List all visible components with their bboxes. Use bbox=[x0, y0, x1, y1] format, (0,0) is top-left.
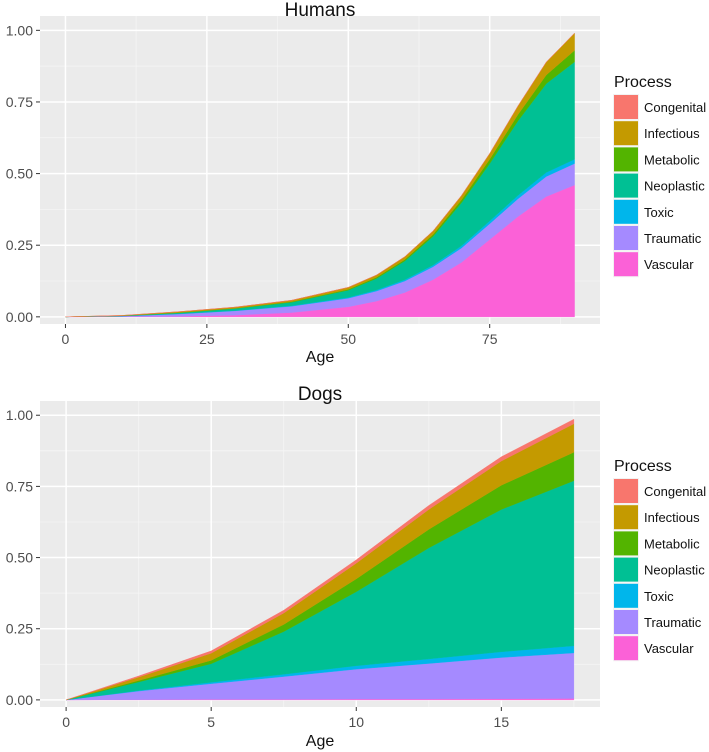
chart-dogs-legend-title: Process bbox=[614, 458, 672, 475]
chart-humans-ytick-label: 0.25 bbox=[6, 237, 33, 253]
chart-dogs-legend: Process Congenital Infectious Metabolic Neop… bbox=[613, 458, 706, 662]
chart-dogs-legend-label-neoplastic: Neoplastic bbox=[644, 563, 705, 578]
chart-dogs-legend-label-toxic: Toxic bbox=[644, 589, 674, 604]
chart-humans-legend-title: Process bbox=[614, 74, 672, 91]
chart-humans-xtick-label: 25 bbox=[199, 331, 215, 347]
chart-dogs-legend-label-metabolic: Metabolic bbox=[644, 536, 700, 551]
chart-humans-legend: Process Congenital Infectious Metabolic Neop… bbox=[613, 74, 706, 278]
chart-dogs-legend-swatch-traumatic bbox=[614, 610, 638, 634]
chart-humans-legend-label-traumatic: Traumatic bbox=[644, 231, 702, 246]
chart-dogs-area-congenital bbox=[66, 418, 575, 701]
chart-dogs-xtick-label: 0 bbox=[62, 714, 70, 730]
chart-humans-legend-label-neoplastic: Neoplastic bbox=[644, 179, 705, 194]
chart-humans-ytick-label: 0.00 bbox=[6, 309, 33, 325]
chart-dogs-ytick-label: 0.75 bbox=[6, 478, 33, 494]
chart-dogs: 0.00 0.25 0.50 0.75 1.00 0 5 10 15 Dogs Age Process… bbox=[6, 384, 707, 750]
chart-humans: 0.00 0.25 0.50 0.75 1.00 0 25 50 75 Humans Age Proc… bbox=[6, 0, 707, 366]
chart-humans-legend-label-toxic: Toxic bbox=[644, 205, 674, 220]
chart-humans-ytick-label: 0.50 bbox=[6, 166, 33, 182]
chart-humans-ytick-label: 0.75 bbox=[6, 94, 33, 110]
chart-dogs-ytick-label: 0.00 bbox=[6, 692, 33, 708]
chart-dogs-legend-swatch-toxic bbox=[614, 583, 638, 608]
chart-dogs-ytick-label: 1.00 bbox=[6, 407, 33, 423]
chart-dogs-legend-label-traumatic: Traumatic bbox=[644, 615, 702, 630]
chart-humans-legend-swatch-infectious bbox=[614, 121, 638, 146]
chart-dogs-legend-swatch-neoplastic bbox=[614, 557, 638, 582]
chart-humans-area-congenital bbox=[65, 33, 575, 318]
chart-humans-legend-swatch-toxic bbox=[614, 199, 638, 224]
chart-humans-legend-swatch-vascular bbox=[614, 252, 638, 277]
chart-dogs-xtick-label: 10 bbox=[348, 714, 364, 730]
chart-humans-legend-label-vascular: Vascular bbox=[644, 257, 694, 272]
chart-dogs-legend-label-infectious: Infectious bbox=[644, 510, 700, 525]
chart-dogs-legend-swatch-congenital bbox=[614, 479, 638, 503]
chart-humans-ytick-label: 1.00 bbox=[6, 22, 33, 38]
chart-humans-legend-label-congenital: Congenital bbox=[644, 100, 706, 115]
chart-dogs-legend-swatch-metabolic bbox=[614, 531, 638, 556]
chart-humans-legend-label-infectious: Infectious bbox=[644, 126, 700, 141]
chart-dogs-ytick-label: 0.50 bbox=[6, 550, 33, 566]
chart-humans-xlabel: Age bbox=[306, 349, 335, 366]
chart-humans-legend-swatch-traumatic bbox=[614, 226, 638, 250]
chart-humans-xtick-label: 0 bbox=[62, 331, 70, 347]
chart-humans-legend-swatch-metabolic bbox=[614, 147, 638, 172]
chart-dogs-title: Dogs bbox=[298, 384, 342, 405]
chart-humans-title: Humans bbox=[285, 0, 356, 21]
chart-dogs-legend-label-congenital: Congenital bbox=[644, 484, 706, 499]
chart-humans-legend-swatch-neoplastic bbox=[614, 173, 638, 198]
chart-dogs-xlabel: Age bbox=[306, 733, 335, 750]
chart-humans-xtick-label: 50 bbox=[340, 331, 356, 347]
chart-dogs-legend-label-vascular: Vascular bbox=[644, 641, 694, 656]
chart-humans-legend-label-metabolic: Metabolic bbox=[644, 152, 700, 167]
chart-dogs-legend-swatch-vascular bbox=[614, 636, 638, 661]
chart-dogs-xtick-label: 15 bbox=[494, 714, 510, 730]
chart-dogs-xtick-label: 5 bbox=[207, 714, 215, 730]
chart-humans-legend-swatch-congenital bbox=[614, 95, 638, 119]
chart-humans-xtick-label: 75 bbox=[482, 331, 498, 347]
chart-dogs-legend-swatch-infectious bbox=[614, 505, 638, 530]
chart-dogs-ytick-label: 0.25 bbox=[6, 621, 33, 637]
